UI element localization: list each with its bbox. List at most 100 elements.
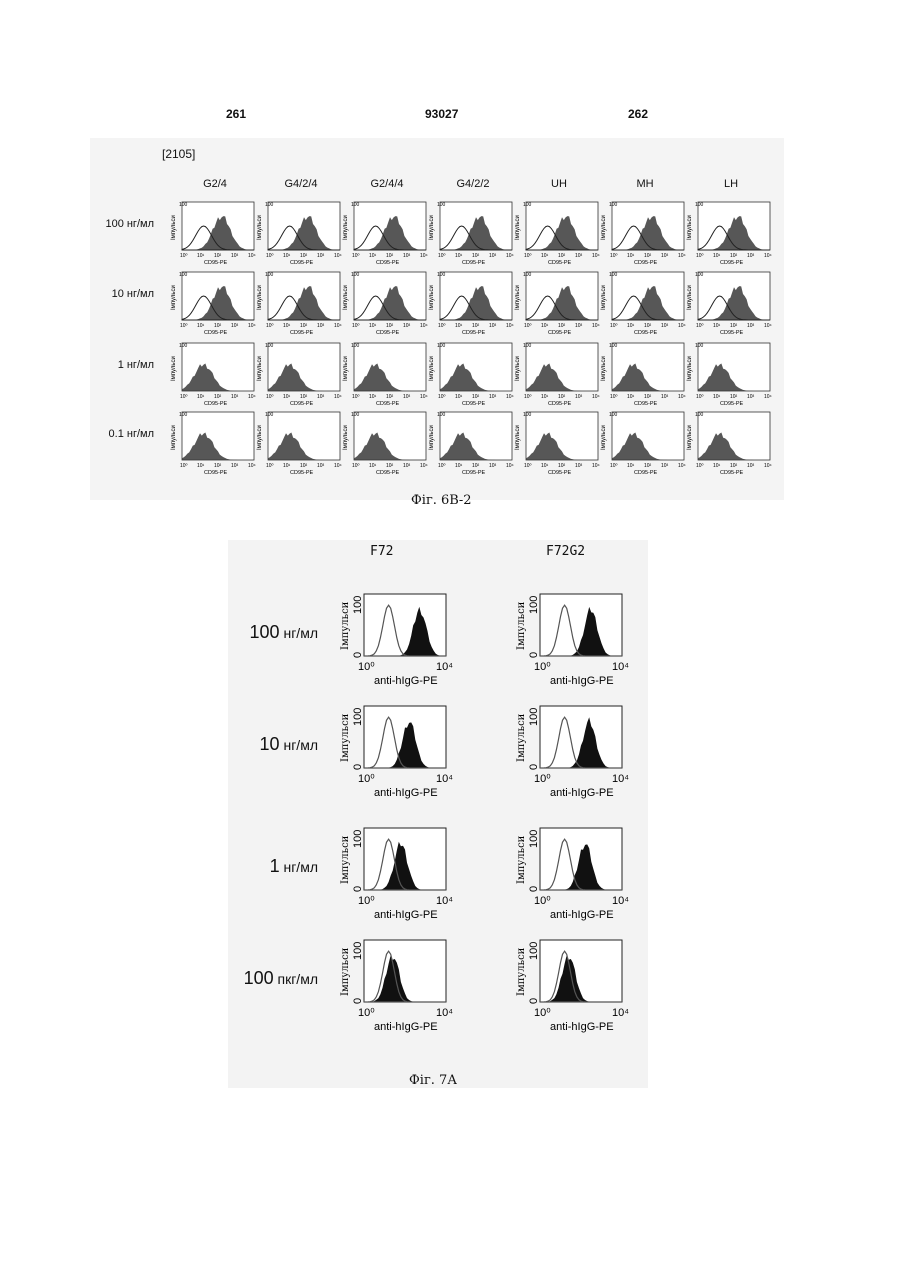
x-axis-label: CD95-PE — [462, 260, 486, 266]
y-tick-label: 100 — [528, 942, 540, 960]
column-header: MH — [602, 178, 688, 190]
figure-6b2-caption: Фіг. 6В-2 — [411, 493, 472, 508]
histogram-panel: Імпульси10010⁰10¹10²10³10⁴CD95-PE — [600, 270, 688, 338]
x-tick-label: 10¹ — [627, 253, 635, 259]
histogram-plot: Імпульси100010⁰10⁴anti-hIgG-PE — [496, 930, 636, 1038]
histogram-plot: Імпульси10010⁰10¹10²10³10⁴CD95-PE — [514, 341, 602, 409]
y-axis-label: Імпульси — [340, 713, 351, 762]
x-tick-label: 10⁴ — [420, 463, 428, 469]
histogram-panel: Імпульси100010⁰10⁴anti-hIgG-PE — [320, 696, 460, 804]
y-axis-label: Імпульси — [601, 215, 607, 240]
x-tick-label: 10⁰ — [696, 323, 704, 329]
y-tick-label: 0 — [352, 998, 364, 1004]
x-tick-label: 10² — [558, 253, 566, 259]
x-tick-label: 10⁰ — [438, 394, 446, 400]
x-tick-label: 10³ — [403, 394, 411, 400]
histogram-panel: Імпульси10010⁰10¹10²10³10⁴CD95-PE — [342, 200, 430, 268]
x-tick-label: 10² — [300, 253, 308, 259]
x-axis-label: anti-hIgG-PE — [374, 675, 438, 687]
histogram-plot: Імпульси100010⁰10⁴anti-hIgG-PE — [320, 818, 460, 926]
y-tick-label: 100 — [265, 343, 274, 349]
y-tick-label: 100 — [609, 272, 618, 278]
y-axis-label: Імпульси — [171, 285, 177, 310]
x-tick-label: 10⁰ — [266, 253, 274, 259]
x-tick-label: 10⁰ — [180, 394, 188, 400]
x-tick-label: 10⁴ — [764, 253, 772, 259]
x-tick-label: 10⁰ — [180, 463, 188, 469]
column-header: G4/2/2 — [430, 178, 516, 190]
histogram-plot: Імпульси100010⁰10⁴anti-hIgG-PE — [320, 930, 460, 1038]
x-tick-label: 10³ — [489, 323, 497, 329]
x-tick-label: 10⁰ — [352, 323, 360, 329]
concentration-value: 1 — [270, 856, 280, 876]
x-tick-label: 10⁰ — [358, 661, 375, 673]
x-axis-label: CD95-PE — [720, 401, 744, 407]
histogram-panel: Імпульси10010⁰10¹10²10³10⁴CD95-PE — [342, 341, 430, 409]
histogram-panel: Імпульси10010⁰10¹10²10³10⁴CD95-PE — [256, 200, 344, 268]
histogram-plot: Імпульси10010⁰10¹10²10³10⁴CD95-PE — [514, 270, 602, 338]
x-tick-label: 10² — [644, 323, 652, 329]
x-tick-label: 10⁰ — [180, 323, 188, 329]
x-tick-label: 10³ — [489, 253, 497, 259]
x-tick-label: 10⁴ — [420, 253, 428, 259]
histogram-panel: Імпульси10010⁰10¹10²10³10⁴CD95-PE — [256, 270, 344, 338]
x-tick-label: 10² — [386, 463, 394, 469]
histogram-panel: Імпульси10010⁰10¹10²10³10⁴CD95-PE — [686, 410, 774, 478]
histogram-plot: Імпульси10010⁰10¹10²10³10⁴CD95-PE — [686, 410, 774, 478]
x-tick-label: 10¹ — [369, 253, 377, 259]
x-tick-label: 10⁴ — [612, 895, 629, 907]
x-axis-label: anti-hIgG-PE — [550, 675, 614, 687]
x-tick-label: 10⁰ — [534, 1007, 551, 1019]
histogram-plot: Імпульси10010⁰10¹10²10³10⁴CD95-PE — [686, 270, 774, 338]
x-tick-label: 10² — [472, 323, 480, 329]
x-tick-label: 10³ — [231, 394, 239, 400]
x-tick-label: 10² — [214, 463, 222, 469]
x-tick-label: 10¹ — [369, 463, 377, 469]
x-tick-label: 10¹ — [713, 394, 721, 400]
histogram-plot: Імпульси10010⁰10¹10²10³10⁴CD95-PE — [256, 270, 344, 338]
y-tick-label: 100 — [265, 202, 274, 208]
y-axis-label: Імпульси — [516, 947, 527, 996]
x-axis-label: CD95-PE — [204, 470, 228, 476]
document-number: 93027 — [425, 107, 458, 121]
x-axis-label: CD95-PE — [376, 470, 400, 476]
x-tick-label: 10² — [214, 253, 222, 259]
x-tick-label: 10¹ — [455, 394, 463, 400]
x-axis-label: anti-hIgG-PE — [550, 909, 614, 921]
histogram-panel: Імпульси10010⁰10¹10²10³10⁴CD95-PE — [600, 200, 688, 268]
x-axis-label: CD95-PE — [720, 470, 744, 476]
histogram-plot: Імпульси10010⁰10¹10²10³10⁴CD95-PE — [600, 341, 688, 409]
x-tick-label: 10³ — [317, 253, 325, 259]
y-axis-label: Імпульси — [687, 356, 693, 381]
x-tick-label: 10³ — [575, 394, 583, 400]
x-axis-label: CD95-PE — [290, 330, 314, 336]
histogram-panel: Імпульси10010⁰10¹10²10³10⁴CD95-PE — [514, 270, 602, 338]
x-tick-label: 10⁴ — [612, 1007, 629, 1019]
x-tick-label: 10³ — [747, 323, 755, 329]
histogram-panel: Імпульси10010⁰10¹10²10³10⁴CD95-PE — [428, 200, 516, 268]
x-tick-label: 10⁰ — [696, 463, 704, 469]
y-tick-label: 100 — [265, 412, 274, 418]
y-tick-label: 100 — [351, 272, 360, 278]
x-tick-label: 10² — [386, 394, 394, 400]
x-tick-label: 10³ — [661, 394, 669, 400]
histogram-panel: Імпульси10010⁰10¹10²10³10⁴CD95-PE — [600, 341, 688, 409]
x-tick-label: 10² — [730, 463, 738, 469]
histogram-panel: Імпульси100010⁰10⁴anti-hIgG-PE — [320, 818, 460, 926]
x-axis-label: CD95-PE — [548, 470, 572, 476]
histogram-plot: Імпульси10010⁰10¹10²10³10⁴CD95-PE — [256, 341, 344, 409]
y-axis-label: Імпульси — [516, 835, 527, 884]
x-tick-label: 10¹ — [713, 463, 721, 469]
figure-6b2: [2105] G2/4G4/2/4G2/4/4G4/2/2UHMHLH100 н… — [90, 138, 784, 500]
concentration-value: 10 — [260, 734, 280, 754]
x-tick-label: 10⁰ — [438, 253, 446, 259]
histogram-panel: Імпульси10010⁰10¹10²10³10⁴CD95-PE — [428, 410, 516, 478]
x-axis-label: CD95-PE — [634, 401, 658, 407]
x-tick-label: 10¹ — [541, 323, 549, 329]
histogram-panel: Імпульси100010⁰10⁴anti-hIgG-PE — [496, 696, 636, 804]
y-axis-label: Імпульси — [687, 425, 693, 450]
concentration-value: 100 — [244, 968, 274, 988]
x-tick-label: 10² — [300, 323, 308, 329]
x-tick-label: 10⁴ — [248, 463, 256, 469]
y-tick-label: 100 — [179, 202, 188, 208]
